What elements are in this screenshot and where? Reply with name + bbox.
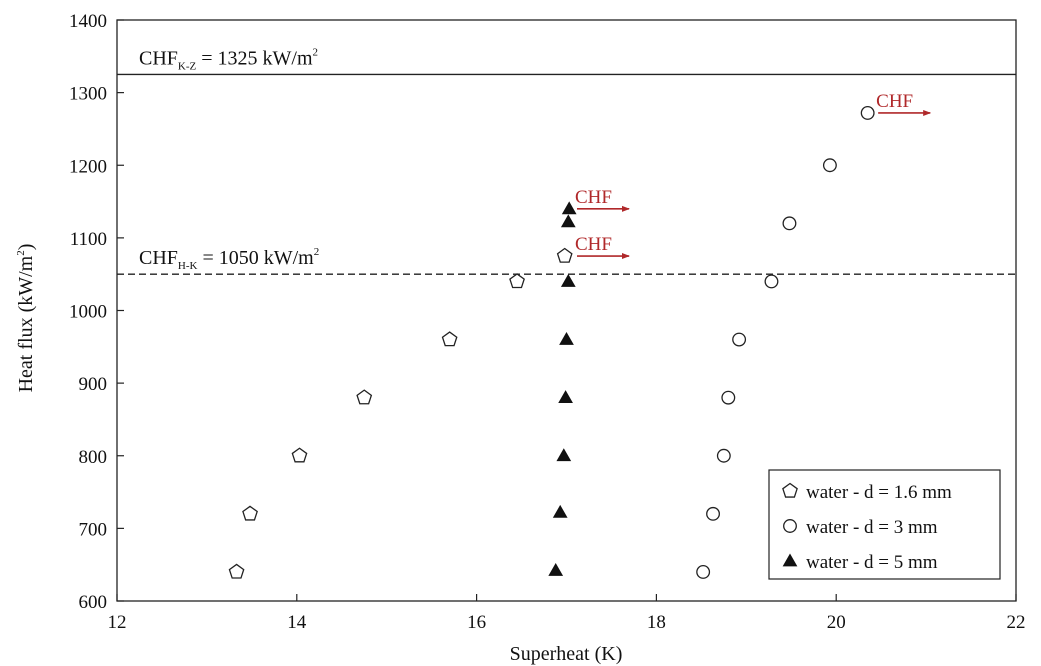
y-axis-title-sup: 2	[15, 250, 27, 256]
data-point-pentagon-open	[509, 273, 525, 289]
legend-label: water - d = 5 mm	[806, 552, 938, 573]
chf-label: CHF	[575, 234, 612, 255]
data-point-pentagon-open	[291, 447, 308, 463]
ref-label-sup: 2	[314, 246, 320, 258]
y-tick-label: 1400	[69, 11, 107, 32]
ref-label-sub: H-K	[178, 260, 198, 272]
data-point-triangle-filled	[556, 448, 572, 462]
data-point-triangle-filled	[552, 504, 568, 518]
data-point-triangle-filled	[559, 332, 574, 345]
data-point-triangle-filled	[558, 390, 573, 404]
legend: water - d = 1.6 mm water - d = 3 mm water …	[768, 469, 1001, 580]
y-axis-title-end: )	[15, 244, 37, 251]
legend-marker-circle-open	[783, 519, 797, 533]
data-point-triangle-filled	[548, 562, 564, 576]
y-tick-label: 1200	[69, 156, 107, 177]
x-tick-label: 14	[287, 612, 307, 633]
chf-annotations: CHF CHF CHF	[575, 91, 932, 260]
data-point-pentagon-open	[556, 247, 573, 263]
data-point-circle-open	[822, 158, 837, 173]
y-tick-label: 600	[79, 592, 108, 613]
legend-marker-pentagon-open	[782, 482, 798, 498]
x-tick-label: 20	[827, 612, 846, 633]
ref-label-sup: 2	[313, 46, 319, 58]
legend-label: water - d = 1.6 mm	[806, 482, 952, 503]
data-point-circle-open	[721, 390, 736, 405]
axis-ticks: 12 14 16 18 20 226007008009001000110012001300…	[69, 11, 1026, 633]
data-point-triangle-filled	[561, 201, 577, 215]
data-point-circle-open	[716, 448, 731, 463]
data-point-circle-open	[696, 565, 711, 579]
y-tick-label: 1300	[69, 84, 107, 105]
data-point-circle-open	[764, 274, 779, 289]
chf-label: CHF	[876, 91, 913, 112]
y-tick-label: 800	[79, 447, 108, 468]
y-tick-label: 1000	[69, 302, 107, 323]
data-points	[228, 106, 875, 579]
y-tick-label: 700	[79, 519, 108, 540]
data-point-pentagon-open	[356, 389, 373, 405]
reference-line-label: CHFK-Z = 1325 kW/m2	[139, 46, 318, 72]
data-point-circle-open	[860, 106, 875, 120]
x-tick-label: 18	[647, 612, 666, 633]
x-tick-label: 22	[1007, 612, 1026, 633]
legend-box	[768, 469, 1001, 580]
data-point-pentagon-open	[242, 505, 258, 521]
x-tick-label: 12	[108, 612, 127, 633]
data-point-triangle-filled	[560, 273, 576, 287]
data-point-triangle-filled	[560, 214, 576, 228]
legend-marker-triangle-filled	[782, 553, 798, 567]
ref-label-main: CHF	[139, 247, 178, 269]
data-point-pentagon-open	[228, 563, 245, 579]
legend-entries: water - d = 1.6 mm water - d = 3 mm water …	[782, 482, 952, 573]
y-axis-title: Heat flux (kW/m2)	[15, 244, 37, 393]
data-point-circle-open	[782, 216, 797, 231]
reference-line-label: CHFH-K = 1050 kW/m2	[139, 246, 319, 272]
y-axis-title-main: Heat flux (kW/m	[15, 255, 37, 392]
ref-label-eq: = 1325 kW/m	[196, 47, 313, 69]
chf-label: CHF	[575, 187, 612, 208]
data-point-circle-open	[706, 506, 720, 521]
ref-label-sub: K-Z	[178, 60, 197, 72]
legend-label: water - d = 3 mm	[806, 517, 938, 538]
x-tick-label: 16	[467, 612, 486, 633]
x-axis-title: Superheat (K)	[510, 643, 623, 665]
y-tick-label: 900	[79, 374, 108, 395]
data-point-circle-open	[732, 332, 747, 347]
y-tick-label: 1100	[70, 229, 107, 250]
ref-label-main: CHF	[139, 47, 178, 69]
data-point-pentagon-open	[441, 331, 458, 347]
ref-label-eq: = 1050 kW/m	[197, 247, 314, 269]
